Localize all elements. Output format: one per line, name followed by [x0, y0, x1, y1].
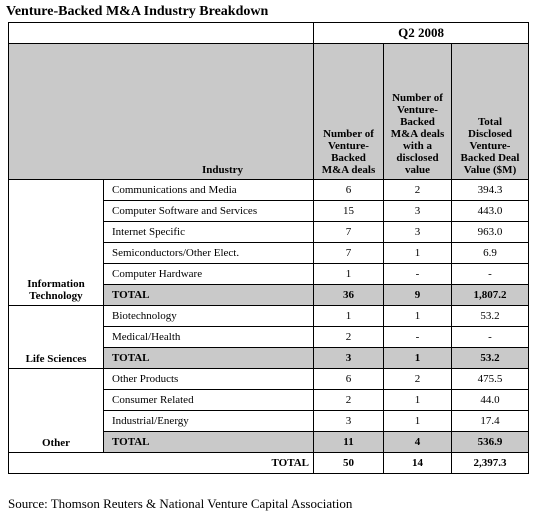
period: Q2 2008: [312, 22, 530, 44]
row-label: Medical/Health: [103, 326, 314, 348]
cell: 3: [313, 410, 384, 432]
header-cell: Number of Venture-Backed M&A deals with …: [383, 43, 452, 180]
cell: 1: [383, 242, 452, 264]
row-label: Other Products: [103, 368, 314, 390]
cell: 1: [383, 410, 452, 432]
total-row: TOTAL 11 4 536.9: [9, 431, 530, 453]
data-row: Other Other Products 6 2 475.5: [8, 368, 530, 453]
cell: 6: [313, 179, 384, 201]
cell: 394.3: [450, 179, 530, 201]
cell: 2: [313, 389, 384, 411]
cell: 3: [383, 200, 452, 222]
grand-total-row: TOTAL 50 14 2,397.3: [8, 452, 530, 474]
cell: 53.2: [450, 347, 530, 369]
cell: 11: [313, 431, 384, 453]
cell: 1: [383, 305, 452, 327]
row-label: Communications and Media: [103, 179, 314, 201]
cell: 50: [313, 452, 384, 474]
data-row: Industrial/Energy 3 1 17.4: [9, 410, 530, 432]
cell: 443.0: [450, 200, 530, 222]
cell: 1: [383, 389, 452, 411]
cell: 53.2: [450, 305, 530, 327]
cell: 2: [383, 368, 452, 390]
cell: -: [383, 263, 452, 285]
data-row: Medical/Health 2- -: [9, 326, 530, 348]
cell: 963.0: [450, 221, 530, 243]
cell: 6: [313, 368, 384, 390]
row-label: TOTAL: [103, 347, 314, 369]
data-row: Information Technology Communications and…: [8, 179, 530, 306]
sector: Life Sciences: [8, 305, 104, 369]
header-cell: Industry: [8, 43, 314, 180]
header-row: Industry Number of Venture-Backed M&A de…: [8, 43, 530, 180]
total-row: TOTAL 3 1 53.2: [9, 347, 530, 369]
row-label: Internet Specific: [103, 221, 314, 243]
cell: 4: [383, 431, 452, 453]
row-label: Industrial/Energy: [103, 410, 314, 432]
row-label: Biotechnology: [103, 305, 314, 327]
data-row: Internet Specific 7 3 963.0: [9, 221, 530, 243]
cell: 1: [313, 305, 384, 327]
sector: Information Technology: [8, 179, 104, 306]
cell: 44.0: [450, 389, 530, 411]
cell: 1: [313, 263, 384, 285]
cell: -: [450, 326, 530, 348]
row-label: Computer Hardware: [103, 263, 314, 285]
row-label: Consumer Related: [103, 389, 314, 411]
cell: 3: [383, 221, 452, 243]
cell: -: [383, 326, 452, 348]
cell: 2: [313, 326, 384, 348]
source: Source: Thomson Reuters & National Ventu…: [8, 496, 353, 511]
cell: 2: [383, 179, 452, 201]
cell: 536.9: [450, 431, 530, 453]
total-row: TOTAL 36 9 1,807.2: [9, 284, 530, 306]
cell: 1,807.2: [450, 284, 530, 306]
row-label: Semiconductors/Other Elect.: [103, 242, 314, 264]
header-cell: Number of Venture-Backed M&A deals: [313, 43, 384, 180]
cell: 17.4: [450, 410, 530, 432]
blank-cell: [8, 22, 314, 44]
data-row: Computer Software and Services 15 3 443.0: [9, 200, 530, 222]
cell: 1: [383, 347, 452, 369]
cell: 7: [313, 242, 384, 264]
row-label: TOTAL: [103, 284, 314, 306]
cell: 2,397.3: [450, 452, 530, 474]
sector: Other: [8, 368, 104, 453]
cell: 9: [383, 284, 452, 306]
title: Venture-Backed M&A Industry Breakdown: [6, 4, 269, 19]
cell: 475.5: [450, 368, 530, 390]
row-label: Computer Software and Services: [103, 200, 314, 222]
cell: 15: [313, 200, 384, 222]
cell: 14: [383, 452, 452, 474]
data-row: Life Sciences Biotechnology 1 1 53.2: [8, 305, 530, 369]
row-label: TOTAL: [103, 431, 314, 453]
table-body: Q2 2008 Industry Number of Venture-Backe…: [8, 22, 530, 474]
header-cell: Total Disclosed Venture-Backed Deal Valu…: [450, 43, 530, 180]
table: Q2 2008 Industry Number of Venture-Backe…: [8, 22, 530, 474]
cell: 6.9: [450, 242, 530, 264]
cell: 3: [313, 347, 384, 369]
cell: 36: [313, 284, 384, 306]
cell: -: [450, 263, 530, 285]
grand-total-label: TOTAL: [8, 452, 314, 474]
header-row: Q2 2008: [8, 22, 530, 44]
cell: 7: [313, 221, 384, 243]
